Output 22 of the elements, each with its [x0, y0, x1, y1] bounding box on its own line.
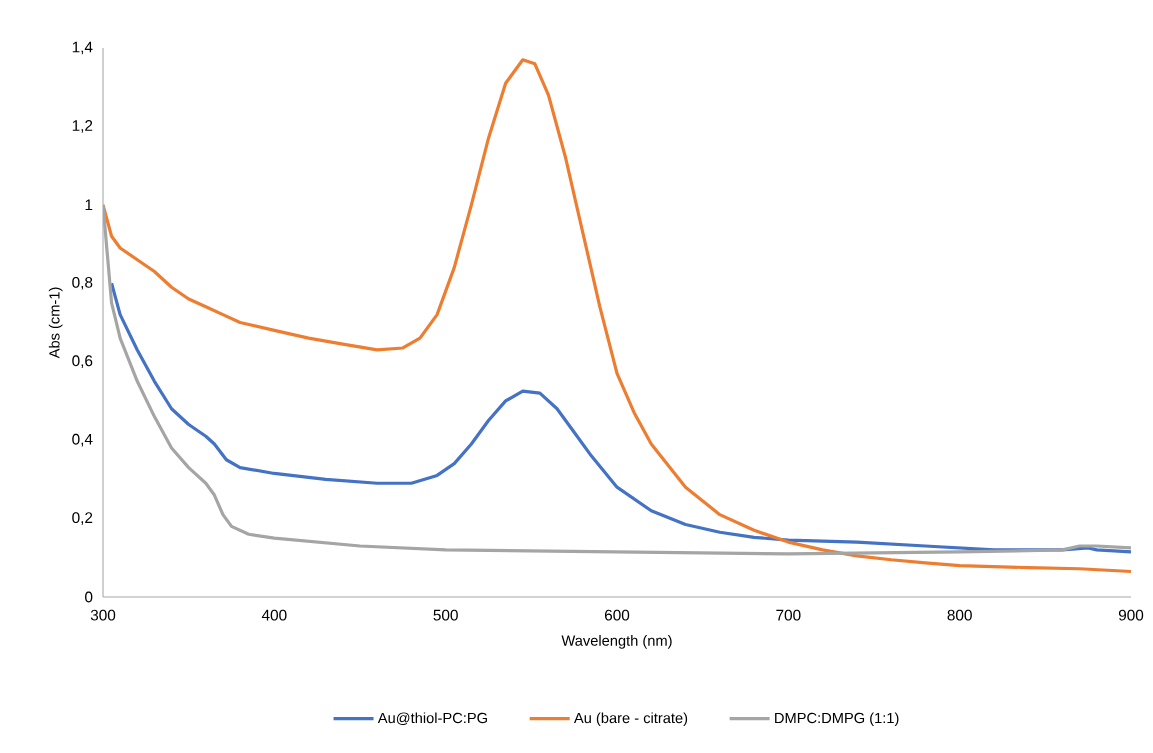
line-series	[103, 58, 1131, 574]
y-tick-label: 0	[85, 591, 93, 603]
y-tick-label: 0,6	[72, 355, 93, 369]
line-series	[109, 281, 1131, 554]
x-tick-label: 800	[947, 609, 972, 621]
y-tick-label: 0,2	[72, 512, 93, 525]
y-tick-label: 1,2	[72, 120, 93, 133]
x-tick-label: 400	[261, 609, 287, 621]
y-axis-title: Abs (cm-1)	[48, 287, 63, 359]
x-tick-label: 900	[1118, 609, 1144, 621]
x-tick-label: 700	[776, 609, 801, 621]
legend-label: Au (bare - citrate)	[573, 712, 688, 727]
x-tick-label: 600	[604, 609, 630, 621]
y-tick-label: 1,4	[72, 41, 93, 55]
y-tick-label: 0,8	[72, 276, 93, 290]
legend-label: Au@thiol-PC:PG	[377, 712, 487, 726]
x-axis-title: Wavelength (nm)	[561, 635, 672, 649]
y-tick-label: 1	[85, 199, 93, 211]
legend-label: DMPC:DMPG (1:1)	[775, 712, 899, 727]
x-tick-label: 500	[433, 609, 458, 621]
x-tick-label: 300	[90, 609, 116, 621]
y-tick-label: 0,4	[72, 433, 93, 447]
